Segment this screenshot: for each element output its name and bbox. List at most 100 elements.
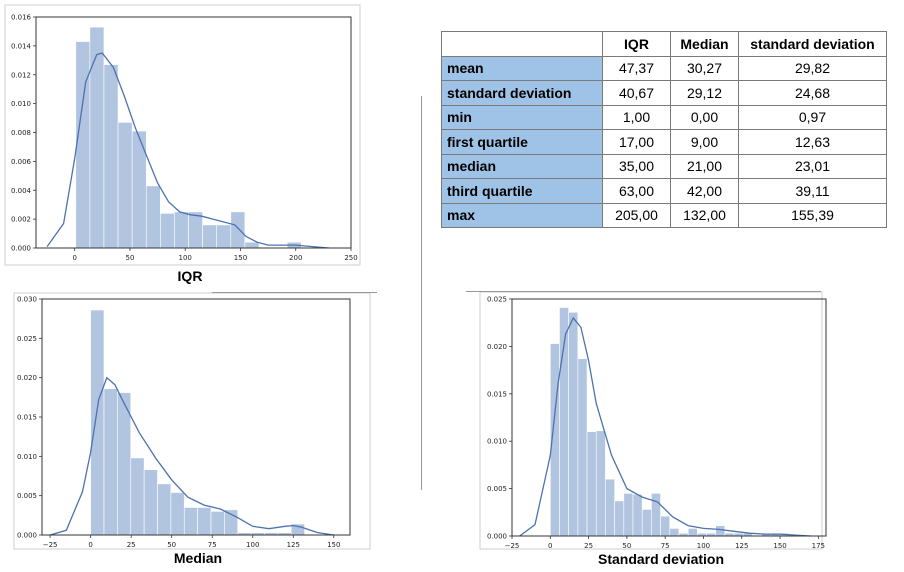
table-row: standard deviation 40,67 29,12 24,68 xyxy=(441,80,887,106)
table-row: min 1,00 0,00 0,97 xyxy=(441,104,887,130)
table-row: mean 47,37 30,27 29,82 xyxy=(441,55,887,81)
x-tick-label: 25 xyxy=(127,541,136,549)
y-tick-label: 0.016 xyxy=(11,14,32,22)
x-tick-label: 125 xyxy=(287,541,300,549)
stats-table: IQR Median standard deviation mean 47,37… xyxy=(441,31,887,228)
horizontal-divider-left xyxy=(212,292,377,293)
table-row: median 35,00 21,00 23,01 xyxy=(441,153,887,179)
cell-value: 30,27 xyxy=(670,55,739,81)
bars-group xyxy=(549,307,790,537)
table-header-corner xyxy=(441,31,603,57)
row-label: median xyxy=(441,153,603,179)
y-tick-label: 0.008 xyxy=(11,129,31,137)
median-histogram: −25 0 25 50 75 100 125 150 0.000 0.005 0.010 0.015 0… xyxy=(0,0,380,572)
y-tick-label: 0.005 xyxy=(17,492,37,500)
median-chart-title: Median xyxy=(162,550,234,566)
iqr-histogram-svg: 0 50 100 150 200 250 0.000 0.002 0.004 0.006 0.008… xyxy=(4,4,361,266)
table-header-median: Median xyxy=(670,31,739,57)
x-tick-label: 175 xyxy=(812,542,825,550)
histogram-bar xyxy=(623,493,634,537)
cell-value: 0,00 xyxy=(670,104,739,130)
y-tick-label: 0.015 xyxy=(487,390,507,398)
y-tick-label: 0.025 xyxy=(487,296,507,304)
cell-value: 23,01 xyxy=(738,153,887,179)
y-tick-label: 0.004 xyxy=(11,187,32,195)
cell-value: 21,00 xyxy=(670,153,739,179)
cell-value: 63,00 xyxy=(602,178,671,204)
cell-value: 205,00 xyxy=(602,202,671,228)
row-label: min xyxy=(441,104,603,130)
bars-group xyxy=(90,309,305,536)
x-tick-label: 100 xyxy=(246,541,259,549)
histogram-bar xyxy=(586,431,597,537)
figure-frame xyxy=(479,291,823,550)
table-header-iqr: IQR xyxy=(602,31,671,57)
kde-line xyxy=(49,376,334,536)
cell-value: 35,00 xyxy=(602,153,671,179)
y-tick-label: 0.000 xyxy=(11,245,31,253)
x-tick-label: 250 xyxy=(344,254,357,262)
table-row: max 205,00 132,00 155,39 xyxy=(441,202,887,228)
y-tick-label: 0.002 xyxy=(11,216,31,224)
table-header-sd: standard deviation xyxy=(738,31,887,57)
histogram-bar xyxy=(641,509,652,537)
cell-value: 29,82 xyxy=(738,55,887,81)
kde-line xyxy=(519,316,811,537)
figure-frame xyxy=(13,292,371,550)
cell-value: 47,37 xyxy=(602,55,671,81)
x-tick-label: 200 xyxy=(289,254,302,262)
y-tick-label: 0.010 xyxy=(487,438,507,446)
y-tick-label: 0.005 xyxy=(487,485,507,493)
cell-value: 17,00 xyxy=(602,129,671,155)
histogram-bar xyxy=(568,311,579,537)
x-tick-label: 25 xyxy=(584,542,593,550)
cell-value: 29,12 xyxy=(670,80,739,106)
x-tick-label: 150 xyxy=(773,542,786,550)
y-tick-label: 0.000 xyxy=(17,532,37,540)
y-tick-label: 0.014 xyxy=(11,42,32,50)
histogram-bar xyxy=(614,500,625,537)
bars-group xyxy=(75,26,302,249)
cell-value: 40,67 xyxy=(602,80,671,106)
cell-value: 42,00 xyxy=(670,178,739,204)
x-tick-label: 50 xyxy=(125,254,134,262)
median-histogram-svg: −25 0 25 50 75 100 125 150 0.000 0.005 0.010 0.015 0… xyxy=(13,292,371,550)
x-tick-label: 0 xyxy=(72,254,76,262)
x-tick-label: 150 xyxy=(234,254,247,262)
x-tick-label: 75 xyxy=(208,541,217,549)
x-tick-label: 0 xyxy=(88,541,92,549)
y-tick-label: 0.020 xyxy=(487,343,507,351)
x-tick-label: 75 xyxy=(661,542,670,550)
iqr-histogram: 0 50 100 150 200 250 0.000 0.002 0.004 0.006 0.008… xyxy=(0,0,361,270)
cell-value: 0,97 xyxy=(738,104,887,130)
row-label: max xyxy=(441,202,603,228)
x-tick-label: −25 xyxy=(505,542,520,550)
y-tick-label: 0.010 xyxy=(11,100,31,108)
histogram-bar xyxy=(605,478,615,537)
iqr-chart-title: IQR xyxy=(164,268,216,284)
sd-chart-title: Standard deviation xyxy=(586,551,736,567)
histogram-bar xyxy=(687,528,698,537)
cell-value: 1,00 xyxy=(602,104,671,130)
y-tick-label: 0.025 xyxy=(17,335,37,343)
y-tick-label: 0.012 xyxy=(11,71,31,79)
row-label: standard deviation xyxy=(441,80,603,106)
y-tick-label: 0.015 xyxy=(17,414,37,422)
cell-value: 39,11 xyxy=(738,178,887,204)
cell-value: 24,68 xyxy=(738,80,887,106)
histogram-bar xyxy=(632,493,643,537)
x-tick-label: −25 xyxy=(43,541,58,549)
table-row: third quartile 63,00 42,00 39,11 xyxy=(441,178,887,204)
histogram-bar xyxy=(660,515,671,537)
cell-value: 155,39 xyxy=(738,202,887,228)
row-label: first quartile xyxy=(441,129,603,155)
x-tick-label: 50 xyxy=(167,541,176,549)
y-tick-label: 0.000 xyxy=(487,533,507,541)
y-tick-label: 0.020 xyxy=(17,374,37,382)
histogram-bar xyxy=(595,430,606,537)
kde-line xyxy=(46,52,329,249)
x-tick-label: 150 xyxy=(327,541,340,549)
histogram-bar xyxy=(577,358,588,537)
